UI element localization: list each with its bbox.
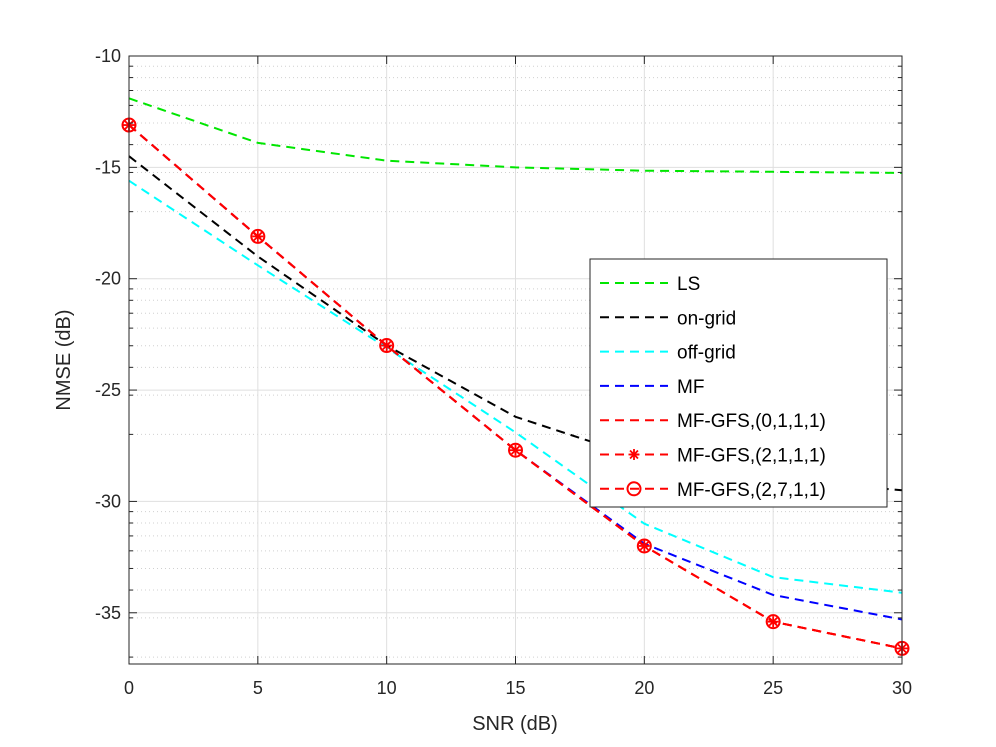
- x-tick-label: 15: [505, 678, 525, 698]
- data-point-circle: [379, 338, 395, 354]
- data-point-star: [767, 616, 779, 628]
- x-tick-labels: 0 5 10 15 20 25 30: [124, 678, 912, 698]
- legend-label: MF-GFS,(0,1,1,1): [677, 411, 826, 432]
- star-stroke: [629, 449, 639, 460]
- star-stroke: [382, 340, 392, 351]
- legend-entry: MF-GFS,(0,1,1,1): [600, 411, 826, 432]
- series-line-on-grid: [128, 155, 903, 492]
- series-line-off-grid: [128, 179, 903, 594]
- legend-marker: [626, 481, 642, 497]
- legend-label: MF-GFS,(2,1,1,1): [677, 446, 826, 467]
- legend-label: off-grid: [677, 343, 736, 364]
- legend-entry: MF-GFS,(2,7,1,1): [600, 480, 826, 501]
- legend-label: LS: [677, 274, 700, 295]
- data-point-circle: [765, 614, 781, 630]
- legend-label: MF-GFS,(2,7,1,1): [677, 480, 826, 501]
- x-tick-label: 30: [892, 678, 912, 698]
- y-tick-label: -10: [95, 46, 121, 66]
- legend-entry: MF-GFS,(2,1,1,1): [600, 446, 826, 467]
- y-tick-label: -15: [95, 157, 121, 177]
- y-tick-label: -25: [95, 380, 121, 400]
- data-point-star: [638, 540, 650, 552]
- legend-label: on-grid: [677, 308, 736, 329]
- legend: LS on-grid off-grid MF MF-GFS,(0,1,1,1) MF-GF…: [589, 258, 888, 508]
- star-stroke: [253, 231, 263, 241]
- legend-label: MF: [677, 377, 704, 398]
- star-stroke: [768, 617, 778, 627]
- legend-marker: [628, 449, 640, 460]
- data-point-circle: [636, 538, 652, 554]
- x-tick-label: 5: [253, 678, 263, 698]
- star-stroke: [639, 541, 649, 551]
- data-point-circle: [250, 228, 266, 244]
- legend-entry: LS: [600, 274, 700, 295]
- x-tick-label: 25: [763, 678, 783, 698]
- x-tick-label: 20: [634, 678, 654, 698]
- y-axis-label: NMSE (dB): [53, 309, 75, 410]
- y-tick-label: -30: [95, 491, 121, 511]
- data-point-star: [510, 444, 521, 456]
- x-axis-label: SNR (dB): [472, 713, 558, 735]
- series-line-ls: [128, 97, 903, 174]
- legend-entry: MF: [600, 377, 704, 398]
- y-tick-labels: -10 -15 -20 -25 -30 -35: [95, 46, 121, 623]
- y-tick-label: -35: [95, 603, 121, 623]
- axis-ticks: [128, 55, 903, 664]
- data-point-circle: [508, 442, 523, 458]
- y-tick-label: -20: [95, 269, 121, 289]
- data-point-star: [252, 230, 264, 242]
- x-tick-label: 10: [377, 678, 397, 698]
- star-stroke: [510, 445, 521, 455]
- legend-box: [589, 258, 888, 508]
- legend-entry: off-grid: [600, 343, 736, 364]
- legend-entry: on-grid: [600, 308, 736, 329]
- x-tick-label: 0: [124, 678, 134, 698]
- data-point-star: [381, 340, 393, 352]
